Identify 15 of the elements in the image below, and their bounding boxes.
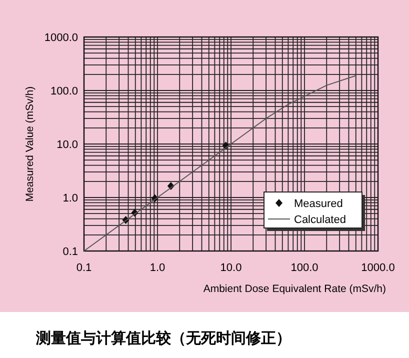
y-axis-title: Measured Value (mSv/h) — [24, 86, 36, 202]
x-tick-label: 0.1 — [76, 262, 92, 274]
y-tick-label: 10.0 — [56, 139, 78, 151]
x-tick-label: 100.0 — [290, 262, 318, 274]
y-tick-label: 1.0 — [62, 192, 78, 204]
y-tick-label: 100.0 — [50, 86, 78, 98]
text: 测量值与计算值比较（无死时间修正） — [35, 330, 291, 347]
legend-label: Measured — [294, 198, 343, 210]
x-tick-label: 1.0 — [150, 262, 166, 274]
x-axis-title: Ambient Dose Equivalent Rate (mSv/h) — [203, 283, 386, 295]
legend-label: Calculated — [294, 214, 346, 226]
y-tick-label: 1000.0 — [44, 32, 78, 44]
y-tick-label: 0.1 — [62, 246, 78, 258]
x-tick-label: 1000.0 — [361, 262, 395, 274]
x-tick-label: 10.0 — [220, 262, 242, 274]
